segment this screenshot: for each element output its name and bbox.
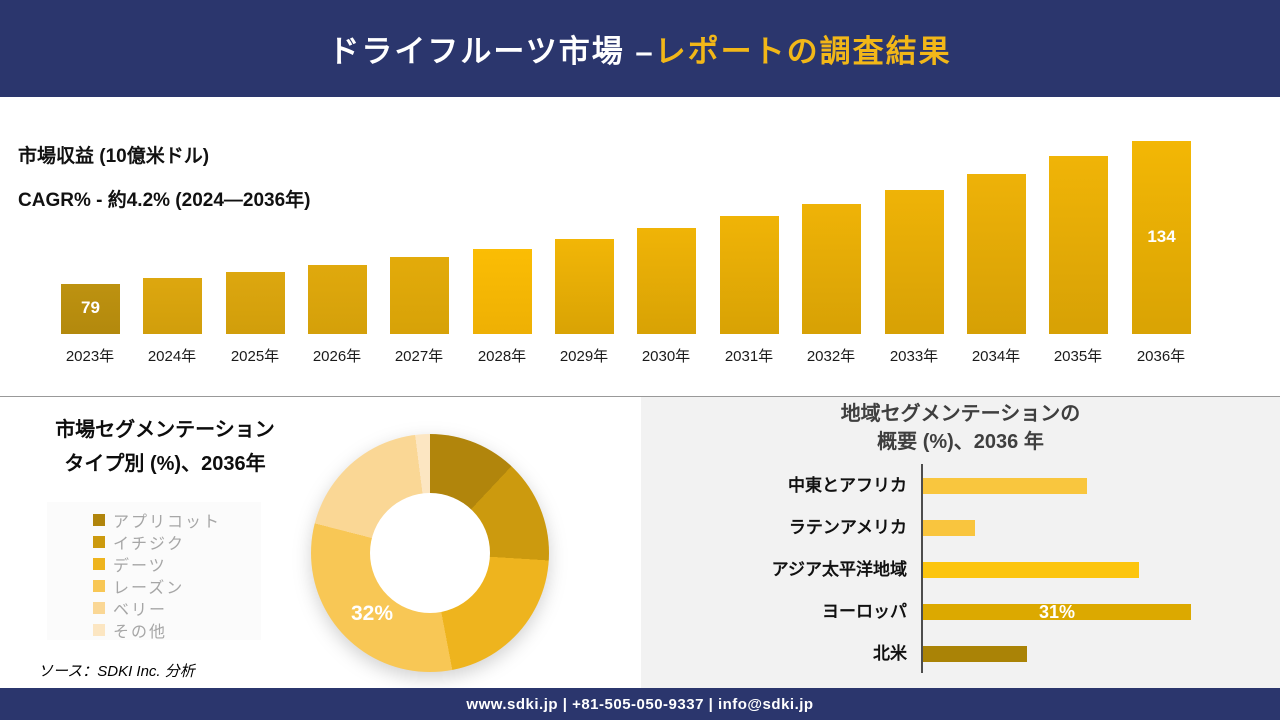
legend-swatch-icon bbox=[93, 624, 105, 636]
region-bar-3: 31% bbox=[923, 602, 1191, 622]
cagr-label: CAGR% - 約4.2% (2024―2036年) bbox=[18, 190, 311, 211]
bar-value-label: 134 bbox=[1147, 227, 1176, 246]
legend-label: その他 bbox=[113, 624, 168, 641]
legend-label: アプリコット bbox=[113, 514, 222, 531]
legend-item: イチジク bbox=[93, 531, 261, 553]
region-label-3: ヨーロッパ bbox=[822, 602, 907, 621]
donut-title-line1: 市場セグメンテーション bbox=[55, 419, 275, 441]
region-segmentation-panel: 地域セグメンテーションの 概要 (%)、2036 年 中東とアフリカ ラテンアメリ… bbox=[641, 397, 1280, 688]
revenue-bar-2025 bbox=[226, 272, 285, 334]
revenue-bar-2031 bbox=[720, 216, 779, 334]
legend-swatch-icon bbox=[93, 514, 105, 526]
revenue-bar-2033 bbox=[885, 190, 944, 334]
year-tick-label: 2036年 bbox=[1136, 348, 1186, 365]
region-axis-line bbox=[921, 464, 923, 673]
region-label-4: 北米 bbox=[873, 644, 907, 663]
revenue-year-axis: 2023年 2024年 2025年 2026年 2027年 2028年 2029年 2030年… bbox=[0, 345, 1280, 367]
revenue-bar-2026 bbox=[308, 265, 367, 334]
year-tick-label: 2023年 bbox=[65, 348, 115, 365]
legend-swatch-icon bbox=[93, 558, 105, 570]
region-title-line1: 地域セグメンテーションの bbox=[840, 403, 1081, 425]
year-tick-label: 2035年 bbox=[1053, 348, 1103, 365]
donut-hole bbox=[370, 493, 490, 613]
revenue-chart-section: 市場収益 (10億米ドル) CAGR% - 約4.2% (2024―2036年)… bbox=[0, 97, 1280, 396]
legend-item: アプリコット bbox=[93, 509, 261, 531]
page-title-main: ドライフルーツ市場 – bbox=[328, 34, 655, 69]
revenue-bar-2027 bbox=[390, 257, 449, 334]
region-label-0: 中東とアフリカ bbox=[788, 476, 907, 495]
footer-bar: www.sdki.jp | +81-505-050-9337 | info@sd… bbox=[0, 688, 1280, 720]
donut-chart: 32% bbox=[311, 434, 549, 672]
report-header: ドライフルーツ市場 –レポートの調査結果 bbox=[0, 0, 1280, 97]
revenue-bar-2028 bbox=[473, 249, 532, 334]
region-bar-0 bbox=[923, 478, 1087, 494]
revenue-bar-2029 bbox=[555, 239, 614, 334]
year-tick-label: 2029年 bbox=[559, 348, 609, 365]
revenue-bar-2023: 79 bbox=[61, 284, 120, 334]
year-tick-label: 2031年 bbox=[724, 348, 774, 365]
page-title-accent: レポートの調査結果 bbox=[654, 34, 952, 69]
donut-slice-label: 32% bbox=[350, 602, 394, 625]
region-label-1: ラテンアメリカ bbox=[788, 518, 907, 537]
revenue-bar-chart: 79 134 bbox=[0, 97, 1280, 334]
legend-label: デーツ bbox=[113, 558, 167, 575]
year-tick-label: 2026年 bbox=[312, 348, 362, 365]
region-label-2: アジア太平洋地域 bbox=[771, 560, 907, 579]
section-divider bbox=[0, 396, 1280, 397]
donut-legend: アプリコット イチジクデーツレーズンベリーその他 bbox=[47, 502, 261, 641]
donut-title-line2: タイプ別 (%)、2036年 bbox=[64, 453, 266, 475]
revenue-bar-2024 bbox=[143, 278, 202, 334]
legend-item: ベリー bbox=[93, 597, 261, 619]
region-bar-value-label: 31% bbox=[1038, 602, 1076, 622]
region-bar-2 bbox=[923, 562, 1139, 578]
year-tick-label: 2025年 bbox=[230, 348, 280, 365]
source-note: ソース：SDKI Inc. 分析 bbox=[38, 663, 195, 680]
revenue-axis-title: 市場収益 (10億米ドル) bbox=[18, 146, 210, 167]
legend-swatch-icon bbox=[93, 602, 105, 614]
footer-contact: www.sdki.jp | +81-505-050-9337 | info@sd… bbox=[466, 695, 814, 713]
page-title: ドライフルーツ市場 –レポートの調査結果 bbox=[328, 26, 951, 71]
revenue-bar-2035 bbox=[1049, 156, 1108, 334]
year-tick-label: 2028年 bbox=[477, 348, 527, 365]
revenue-bar-2036: 134 bbox=[1132, 141, 1191, 334]
region-title-line2: 概要 (%)、2036 年 bbox=[877, 431, 1044, 453]
region-bar-4 bbox=[923, 646, 1027, 662]
legend-label: ベリー bbox=[113, 602, 168, 619]
revenue-bar-2034 bbox=[967, 174, 1026, 334]
legend-label: イチジク bbox=[113, 536, 186, 553]
year-tick-label: 2032年 bbox=[806, 348, 856, 365]
bar-value-label: 79 bbox=[81, 298, 100, 317]
legend-item: デーツ bbox=[93, 553, 261, 575]
revenue-bar-2030 bbox=[637, 228, 696, 334]
region-bar-1 bbox=[923, 520, 975, 536]
revenue-bar-2032 bbox=[802, 204, 861, 334]
year-tick-label: 2033年 bbox=[889, 348, 939, 365]
year-tick-label: 2024年 bbox=[147, 348, 197, 365]
legend-swatch-icon bbox=[93, 536, 105, 548]
year-tick-label: 2034年 bbox=[971, 348, 1021, 365]
legend-item: レーズン bbox=[93, 575, 261, 597]
type-segmentation-section: 市場セグメンテーション タイプ別 (%)、2036年 アプリコット イチジクデーツ… bbox=[0, 397, 641, 688]
legend-swatch-icon bbox=[93, 580, 105, 592]
legend-item: その他 bbox=[93, 619, 261, 641]
legend-label: レーズン bbox=[113, 580, 185, 597]
year-tick-label: 2027年 bbox=[394, 348, 444, 365]
year-tick-label: 2030年 bbox=[641, 348, 691, 365]
